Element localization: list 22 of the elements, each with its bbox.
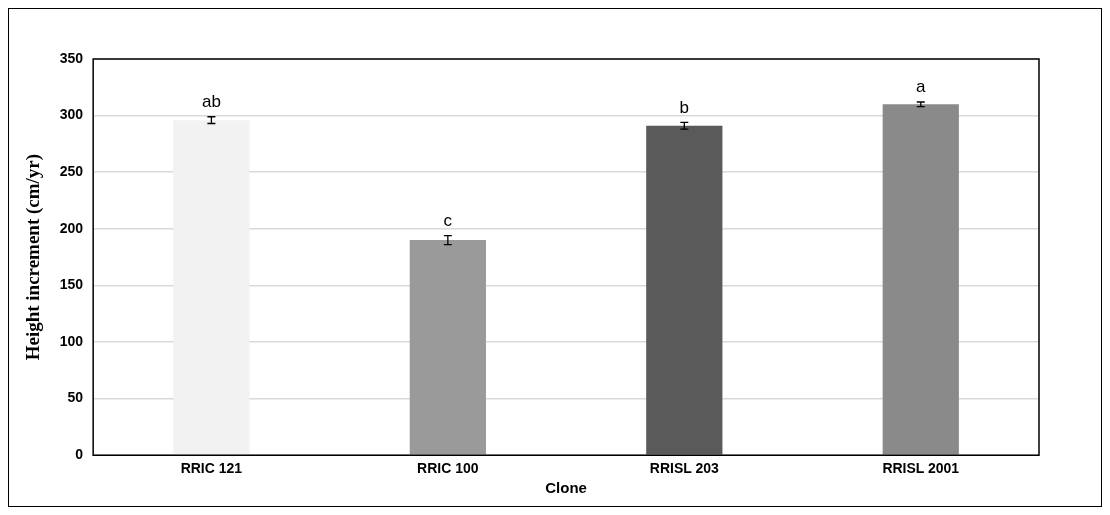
annotation: ab [201,91,221,111]
x-tick-label: RRIC 100 [417,460,479,477]
y-tick-label: 50 [67,389,84,406]
y-tick-label: 250 [59,163,84,180]
bar [882,104,959,455]
x-tick-label: RRIC 121 [180,460,243,477]
annotation: b [679,97,690,117]
x-tick-label: RRISL 2001 [882,460,960,477]
annotation: a [916,77,927,97]
x-axis-title: Clone [545,479,587,497]
x-tick-label: RRISL 203 [649,460,720,477]
y-tick-label: 150 [59,276,84,293]
y-tick-label: 300 [59,106,84,123]
bar [173,120,250,455]
annotation: c [443,210,453,230]
y-tick-label: 200 [59,219,84,236]
y-tick-label: 0 [75,446,84,463]
y-axis-title: Height increment (cm/yr) [22,153,45,361]
bar [646,125,723,455]
y-tick-label: 350 [59,49,84,66]
bar [409,240,486,455]
y-tick-label: 100 [59,332,84,349]
